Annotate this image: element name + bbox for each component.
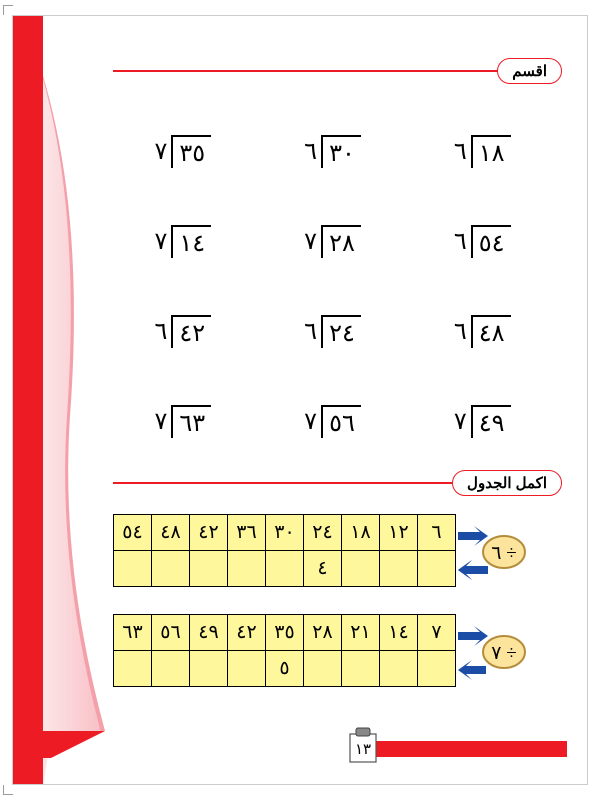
- division-problem: ٦٣٠: [258, 106, 408, 196]
- page-number-bar: [373, 741, 567, 757]
- dividend: ٦٣: [171, 405, 211, 438]
- table-cell: ٦٣: [114, 615, 152, 651]
- table-cell: [228, 651, 266, 687]
- table-cell: ٢٤: [304, 515, 342, 551]
- division-problem: ٦١٨: [407, 106, 557, 196]
- table-2-badge: ٧ ÷: [456, 622, 528, 689]
- table-cell: [380, 551, 418, 587]
- badge-2-text: ٧ ÷: [491, 643, 516, 664]
- table-cell: [190, 651, 228, 687]
- page: اقسم ٦١٨٦٣٠٧٣٥٦٥٤٧٢٨٧١٤٦٤٨٦٢٤٦٤٢٧٤٩٧٥٦٧٦…: [12, 15, 588, 785]
- divisor: ٧: [304, 225, 321, 256]
- table-cell: [190, 551, 228, 587]
- table-cell: ٥٤: [114, 515, 152, 551]
- dividend: ٢٨: [321, 225, 361, 258]
- table-cell: ٢١: [342, 615, 380, 651]
- dividend: ٣٥: [171, 135, 211, 168]
- decorative-curtain: [13, 16, 108, 784]
- divisor: ٧: [304, 405, 321, 436]
- table-cell: ٣٥: [266, 615, 304, 651]
- divisor: ٦: [454, 135, 471, 166]
- section-label-divide: اقسم: [497, 58, 562, 84]
- table-cell: ٣٦: [228, 515, 266, 551]
- division-problem: ٦٤٨: [407, 286, 557, 376]
- table-cell: ١٢: [380, 515, 418, 551]
- divisor: ٧: [155, 405, 172, 436]
- table-2: ٦٣٥٦٤٩٤٢٣٥٢٨٢١١٤٧ ٥: [113, 614, 456, 687]
- division-problem: ٦٢٤: [258, 286, 408, 376]
- table-2-wrap: ٦٣٥٦٤٩٤٢٣٥٢٨٢١١٤٧ ٥ ٧ ÷: [113, 614, 456, 687]
- division-problem: ٧٥٦: [258, 376, 408, 466]
- dividend: ٤٨: [471, 315, 511, 348]
- table-cell: [114, 651, 152, 687]
- table-cell: ١٨: [342, 515, 380, 551]
- dividend: ١٤: [171, 225, 211, 258]
- table-cell: ٢٨: [304, 615, 342, 651]
- divisor: ٦: [454, 315, 471, 346]
- page-number-text: ١٣: [355, 742, 371, 758]
- table-cell: [266, 551, 304, 587]
- division-problem: ٧٤٩: [407, 376, 557, 466]
- table-cell: ٥٦: [152, 615, 190, 651]
- table-cell: ٤٢: [190, 515, 228, 551]
- table-cell: [228, 551, 266, 587]
- division-grid: ٦١٨٦٣٠٧٣٥٦٥٤٧٢٨٧١٤٦٤٨٦٢٤٦٤٢٧٤٩٧٥٦٧٦٣: [108, 106, 557, 466]
- table-1-badge: ٦ ÷: [456, 522, 528, 589]
- dividend: ٤٩: [471, 405, 511, 438]
- dividend: ١٨: [471, 135, 511, 168]
- division-problem: ٧٦٣: [108, 376, 258, 466]
- section-label-table: اكمل الجدول: [452, 470, 562, 496]
- table-cell: [114, 551, 152, 587]
- divisor: ٧: [155, 135, 172, 166]
- divisor: ٦: [155, 315, 172, 346]
- divisor: ٧: [454, 405, 471, 436]
- table-cell: ٤٩: [190, 615, 228, 651]
- table-cell: ٤٢: [228, 615, 266, 651]
- division-problem: ٦٤٢: [108, 286, 258, 376]
- table-cell: [342, 551, 380, 587]
- table-cell: [152, 651, 190, 687]
- section-label-text-2: اكمل الجدول: [467, 475, 547, 492]
- section-label-text: اقسم: [512, 63, 547, 80]
- division-problem: ٧٣٥: [108, 106, 258, 196]
- dividend: ٢٤: [321, 315, 361, 348]
- table-cell: ٥: [266, 651, 304, 687]
- dividend: ٣٠: [321, 135, 361, 168]
- table-cell: [152, 551, 190, 587]
- table-cell: [304, 651, 342, 687]
- table-1-wrap: ٥٤٤٨٤٢٣٦٣٠٢٤١٨١٢٦ ٤ ٦ ÷: [113, 514, 456, 587]
- badge-1-text: ٦ ÷: [491, 543, 516, 564]
- table-cell: ٧: [418, 615, 456, 651]
- dividend: ٥٤: [471, 225, 511, 258]
- dividend: ٤٢: [171, 315, 211, 348]
- division-problem: ٧١٤: [108, 196, 258, 286]
- table-cell: ١٤: [380, 615, 418, 651]
- table-cell: [342, 651, 380, 687]
- divisor: ٦: [304, 135, 321, 166]
- division-problem: ٦٥٤: [407, 196, 557, 286]
- dividend: ٥٦: [321, 405, 361, 438]
- table-cell: [418, 551, 456, 587]
- page-number-clip: ١٣: [348, 726, 378, 764]
- divisor: ٦: [454, 225, 471, 256]
- table-cell: [418, 651, 456, 687]
- division-problem: ٧٢٨: [258, 196, 408, 286]
- table-cell: [380, 651, 418, 687]
- divisor: ٦: [304, 315, 321, 346]
- table-cell: ٦: [418, 515, 456, 551]
- divisor: ٧: [155, 225, 172, 256]
- table-cell: ٤٨: [152, 515, 190, 551]
- section-rule: [113, 70, 562, 72]
- table-cell: ٤: [304, 551, 342, 587]
- table-cell: ٣٠: [266, 515, 304, 551]
- table-1: ٥٤٤٨٤٢٣٦٣٠٢٤١٨١٢٦ ٤: [113, 514, 456, 587]
